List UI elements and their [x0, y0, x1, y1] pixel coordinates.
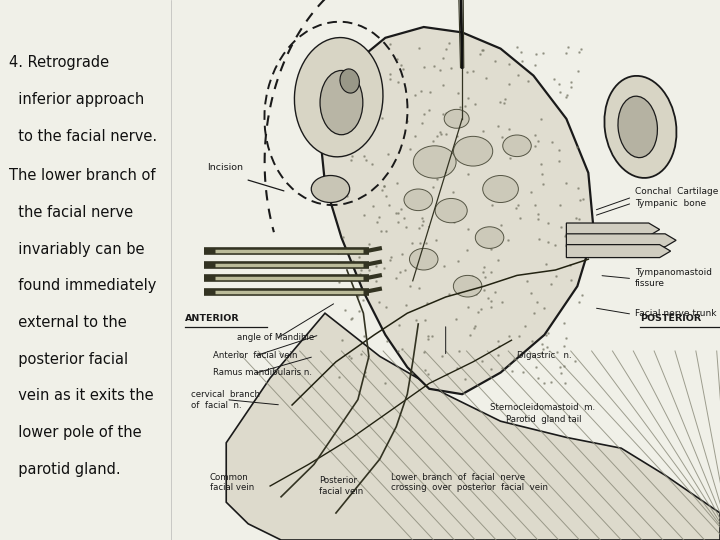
Ellipse shape: [435, 199, 467, 222]
Text: Common: Common: [210, 472, 248, 482]
Text: inferior approach: inferior approach: [9, 92, 144, 107]
Ellipse shape: [311, 176, 350, 202]
Text: found immediately: found immediately: [9, 278, 156, 293]
Text: crossing  over  posterior  facial  vein: crossing over posterior facial vein: [391, 483, 548, 492]
Polygon shape: [567, 234, 676, 247]
Text: Lower  branch  of  facial  nerve: Lower branch of facial nerve: [391, 472, 525, 482]
Text: to the facial nerve.: to the facial nerve.: [9, 129, 157, 144]
Text: the facial nerve: the facial nerve: [9, 205, 132, 220]
Text: Tympanic  bone: Tympanic bone: [635, 199, 706, 208]
Ellipse shape: [503, 135, 531, 157]
Text: ANTERIOR: ANTERIOR: [185, 314, 240, 323]
Ellipse shape: [294, 38, 383, 157]
Polygon shape: [320, 27, 594, 394]
Ellipse shape: [410, 248, 438, 270]
Text: posterior facial: posterior facial: [9, 352, 127, 367]
Ellipse shape: [320, 70, 363, 134]
Ellipse shape: [404, 189, 433, 211]
Polygon shape: [567, 223, 660, 236]
Ellipse shape: [340, 69, 359, 93]
Ellipse shape: [475, 227, 504, 248]
Text: Parotid  gland tail: Parotid gland tail: [506, 415, 582, 424]
Ellipse shape: [454, 275, 482, 297]
Text: vein as it exits the: vein as it exits the: [9, 388, 153, 403]
Ellipse shape: [413, 146, 456, 178]
Text: The lower branch of: The lower branch of: [9, 168, 155, 183]
Ellipse shape: [604, 76, 677, 178]
Text: POSTERIOR: POSTERIOR: [641, 314, 701, 323]
Text: invariably can be: invariably can be: [9, 241, 144, 256]
Text: Anterior  facial vein: Anterior facial vein: [212, 351, 297, 360]
Text: Ramus mandibularis n.: Ramus mandibularis n.: [212, 368, 312, 377]
Ellipse shape: [454, 136, 492, 166]
Text: Posterior: Posterior: [320, 476, 358, 485]
Ellipse shape: [618, 96, 657, 158]
Text: parotid gland.: parotid gland.: [9, 462, 120, 477]
Text: Sternocleidomastoid  m.: Sternocleidomastoid m.: [490, 403, 595, 413]
Text: angle of Mandible: angle of Mandible: [237, 333, 315, 342]
Text: facial vein: facial vein: [320, 487, 364, 496]
Text: fissure: fissure: [635, 279, 665, 288]
Text: Incision: Incision: [207, 163, 243, 172]
Ellipse shape: [444, 109, 469, 128]
Ellipse shape: [482, 176, 518, 202]
Polygon shape: [226, 313, 720, 540]
Text: cervical  branch: cervical branch: [191, 390, 260, 399]
Polygon shape: [567, 245, 670, 258]
Text: external to the: external to the: [9, 315, 126, 330]
Text: facial vein: facial vein: [210, 483, 254, 492]
Text: Tympanomastoid: Tympanomastoid: [635, 268, 712, 278]
Text: Facial nerve trunk: Facial nerve trunk: [635, 309, 716, 318]
Text: 4. Retrograde: 4. Retrograde: [9, 55, 109, 70]
Text: Digastric   n.: Digastric n.: [517, 351, 572, 360]
Text: Conchal  Cartilage: Conchal Cartilage: [635, 187, 719, 197]
Text: lower pole of the: lower pole of the: [9, 425, 141, 440]
Text: of  facial  n.: of facial n.: [191, 401, 241, 410]
